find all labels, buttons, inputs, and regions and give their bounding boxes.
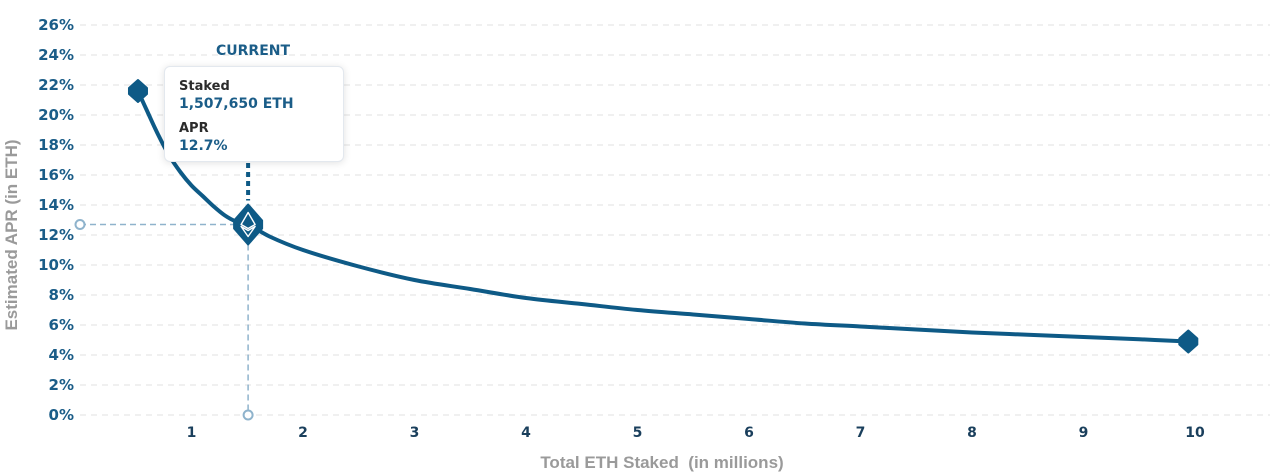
x-tick-label: 1 bbox=[187, 425, 197, 441]
y-tick-label: 24% bbox=[38, 46, 74, 64]
y-tick-label: 6% bbox=[49, 316, 74, 334]
tooltip-apr-value: 12.7% bbox=[179, 138, 228, 154]
tooltip-staked-value: 1,507,650 ETH bbox=[179, 96, 294, 112]
x-tick-label: 9 bbox=[1079, 425, 1089, 441]
guide-start-dot bbox=[74, 219, 86, 230]
current-marker-body bbox=[233, 203, 264, 246]
current-label: CURRENT bbox=[216, 43, 291, 59]
y-tick-label: 14% bbox=[38, 196, 74, 214]
y-tick-label: 22% bbox=[38, 76, 74, 94]
y-tick-label: 8% bbox=[49, 286, 74, 304]
y-tick-label: 18% bbox=[38, 136, 74, 154]
y-tick-label: 16% bbox=[38, 166, 74, 184]
x-tick-label: 10 bbox=[1185, 425, 1205, 441]
guide-end-dot bbox=[242, 409, 254, 421]
x-tick-label: 5 bbox=[633, 425, 643, 441]
y-tick-label: 26% bbox=[38, 16, 74, 34]
tooltip-staked-label: Staked bbox=[179, 79, 230, 94]
x-axis-ticks: 1 2 3 4 5 6 7 8 9 10 bbox=[187, 425, 1205, 441]
y-tick-label: 12% bbox=[38, 226, 74, 244]
x-tick-label: 6 bbox=[744, 425, 754, 441]
endpoint-marker bbox=[127, 79, 148, 103]
apr-curve-line bbox=[135, 89, 1191, 344]
y-tick-label: 2% bbox=[49, 376, 74, 394]
y-tick-label: 4% bbox=[49, 346, 74, 364]
x-tick-label: 8 bbox=[967, 425, 977, 441]
current-guide-lines bbox=[74, 163, 254, 421]
y-axis-ticks: 0% 2% 4% 6% 8% 10% 12% 14% 16% 18% 20% 22% 24% 26% bbox=[38, 16, 74, 424]
current-tooltip: Staked 1,507,650 ETH APR 12.7% bbox=[164, 66, 344, 162]
x-tick-label: 4 bbox=[521, 425, 531, 441]
x-axis-title: Total ETH Staked (in millions) bbox=[540, 453, 783, 472]
curve-endpoint-markers bbox=[127, 79, 1199, 354]
y-tick-label: 20% bbox=[38, 106, 74, 124]
tooltip-apr-label: APR bbox=[179, 121, 209, 136]
y-axis-title: Estimated APR (in ETH) bbox=[2, 139, 21, 330]
y-tick-label: 0% bbox=[49, 406, 74, 424]
y-tick-label: 10% bbox=[38, 256, 74, 274]
x-tick-label: 3 bbox=[410, 425, 420, 441]
x-tick-label: 2 bbox=[298, 425, 308, 441]
current-position-marker[interactable] bbox=[233, 203, 264, 246]
eth-icon bbox=[240, 211, 256, 238]
endpoint-marker bbox=[1178, 329, 1199, 354]
x-tick-label: 7 bbox=[856, 425, 866, 441]
